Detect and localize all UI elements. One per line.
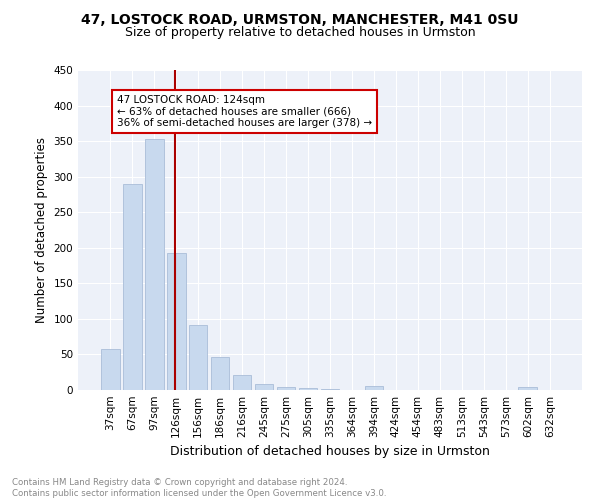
Text: Size of property relative to detached houses in Urmston: Size of property relative to detached ho… (125, 26, 475, 39)
Bar (123, 184, 142, 390)
Bar (277, 387, 295, 390)
Bar (101, 350, 119, 390)
Text: Contains HM Land Registry data © Crown copyright and database right 2024.
Contai: Contains HM Land Registry data © Crown c… (12, 478, 386, 498)
Bar (518, 387, 537, 390)
Bar (167, 253, 185, 390)
Bar (233, 375, 251, 390)
Text: 47 LOSTOCK ROAD: 124sqm
← 63% of detached houses are smaller (666)
36% of semi-d: 47 LOSTOCK ROAD: 124sqm ← 63% of detache… (117, 95, 372, 128)
X-axis label: Distribution of detached houses by size in Urmston: Distribution of detached houses by size … (170, 446, 490, 458)
Bar (299, 388, 317, 390)
Bar (145, 139, 164, 390)
Bar (255, 384, 274, 390)
Text: 47, LOSTOCK ROAD, URMSTON, MANCHESTER, M41 0SU: 47, LOSTOCK ROAD, URMSTON, MANCHESTER, M… (81, 12, 519, 26)
Bar (211, 358, 229, 390)
Y-axis label: Number of detached properties: Number of detached properties (35, 137, 48, 323)
Bar (365, 386, 383, 390)
Bar (189, 326, 208, 390)
Bar (320, 388, 340, 390)
